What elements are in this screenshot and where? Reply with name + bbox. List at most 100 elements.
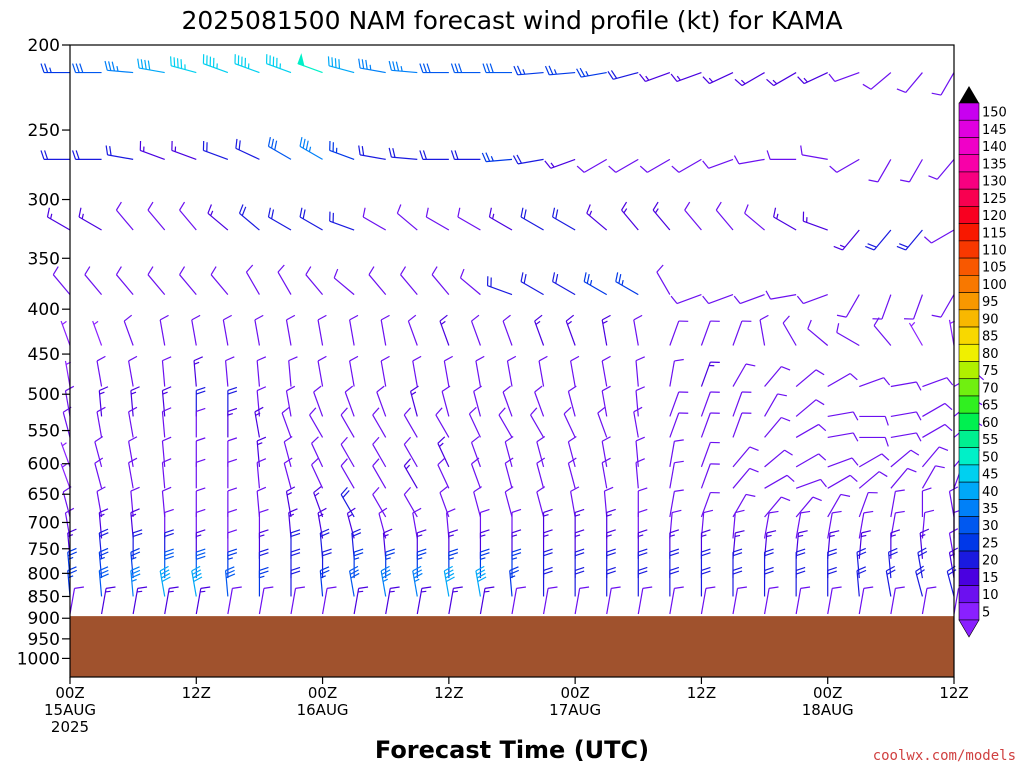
wind-barb	[890, 432, 922, 442]
wind-barb	[601, 457, 611, 489]
wind-barb	[669, 358, 684, 387]
wind-barb	[385, 586, 400, 615]
wind-barb	[207, 204, 229, 231]
colorbar-cell	[958, 516, 980, 535]
wind-barb	[732, 446, 759, 468]
wind-barb	[669, 586, 684, 615]
wind-barb	[104, 60, 134, 74]
wind-barb	[652, 201, 671, 231]
wind-barb	[340, 436, 355, 468]
wind-barb	[606, 586, 621, 615]
wind-barb	[606, 566, 616, 597]
wind-barb	[552, 272, 576, 296]
wind-speed-colorbar: 1501451401351301251201151101051009590858…	[958, 86, 1007, 638]
wind-barb	[128, 436, 138, 467]
wind-barb	[52, 266, 71, 295]
wind-barb	[450, 63, 481, 74]
wind-barb	[858, 471, 888, 489]
wind-barb	[98, 386, 109, 417]
wind-barb	[222, 314, 232, 346]
wind-barb	[439, 314, 450, 346]
wind-barb	[538, 355, 548, 387]
wind-barb	[317, 314, 327, 346]
wind-barb	[807, 319, 829, 346]
wind-barb	[60, 320, 71, 346]
wind-barb	[782, 315, 797, 346]
wind-barb	[563, 406, 576, 438]
wind-barb	[137, 58, 165, 74]
wind-barb	[836, 323, 860, 347]
wind-barb	[164, 548, 174, 579]
wind-barb	[115, 266, 134, 295]
wind-barb	[732, 586, 747, 615]
wind-barb	[827, 474, 858, 489]
wind-barb	[520, 207, 544, 231]
wind-barb	[419, 150, 449, 160]
wind-barb	[637, 566, 648, 597]
wind-barb	[161, 407, 172, 438]
wind-barb	[256, 458, 267, 489]
wind-barb	[795, 399, 825, 417]
wind-barb	[486, 276, 513, 296]
wind-barb	[827, 373, 858, 388]
wind-barb	[544, 158, 576, 169]
wind-barb	[96, 355, 106, 387]
wind-barb	[409, 385, 419, 417]
colorbar-cell	[958, 240, 980, 259]
y-tick-label: 400	[28, 300, 60, 320]
wind-barb	[171, 140, 197, 160]
wind-barb	[829, 158, 860, 173]
colorbar-label: 15	[982, 571, 999, 586]
wind-barb	[380, 565, 392, 597]
wind-barb	[512, 154, 544, 165]
wind-barb	[443, 565, 455, 597]
wind-barb	[475, 565, 487, 597]
wind-barb	[450, 150, 481, 160]
wind-barb	[313, 486, 324, 518]
surface-ground	[70, 616, 954, 677]
y-tick-label: 500	[28, 385, 60, 405]
wind-barb	[481, 152, 513, 163]
colorbar-cell	[958, 275, 980, 293]
wind-barb	[170, 56, 197, 74]
wind-barb	[764, 366, 791, 387]
wind-barb	[615, 272, 639, 296]
y-tick-label: 750	[28, 540, 60, 560]
wind-barb	[865, 229, 892, 251]
wind-barb	[795, 566, 806, 597]
colorbar-label: 35	[982, 502, 999, 517]
wind-barb	[267, 207, 292, 231]
y-tick-label: 350	[28, 249, 60, 269]
wind-barb	[340, 407, 355, 438]
wind-barb	[340, 486, 355, 518]
colorbar-cell	[958, 257, 980, 276]
wind-barb	[700, 361, 720, 387]
wind-barb	[732, 509, 745, 539]
colorbar-cell	[958, 154, 980, 173]
wind-barb	[96, 406, 106, 438]
wind-barb	[311, 457, 324, 489]
wind-barb	[827, 510, 842, 539]
wind-barb	[412, 355, 422, 387]
wind-barb	[536, 436, 546, 468]
wind-barb	[376, 385, 387, 417]
wind-barb	[333, 268, 355, 296]
wind-barb	[475, 355, 485, 387]
colorbar-label: 65	[982, 399, 999, 414]
colorbar-label: 120	[982, 209, 1007, 224]
wind-barb	[836, 294, 860, 318]
wind-barb	[858, 453, 890, 468]
wind-barb	[115, 201, 134, 231]
colorbar-label: 20	[982, 554, 999, 569]
wind-barb	[317, 507, 327, 539]
y-tick-label: 600	[28, 455, 60, 475]
x-tick-label: 15AUG	[44, 701, 96, 719]
wind-barb	[159, 565, 171, 597]
wind-barb	[800, 145, 828, 160]
wind-barb	[764, 449, 793, 468]
wind-barb	[96, 486, 106, 518]
wind-barb	[358, 145, 386, 160]
wind-barb	[764, 393, 787, 417]
wind-barb	[923, 229, 955, 244]
wind-barb	[195, 548, 206, 579]
